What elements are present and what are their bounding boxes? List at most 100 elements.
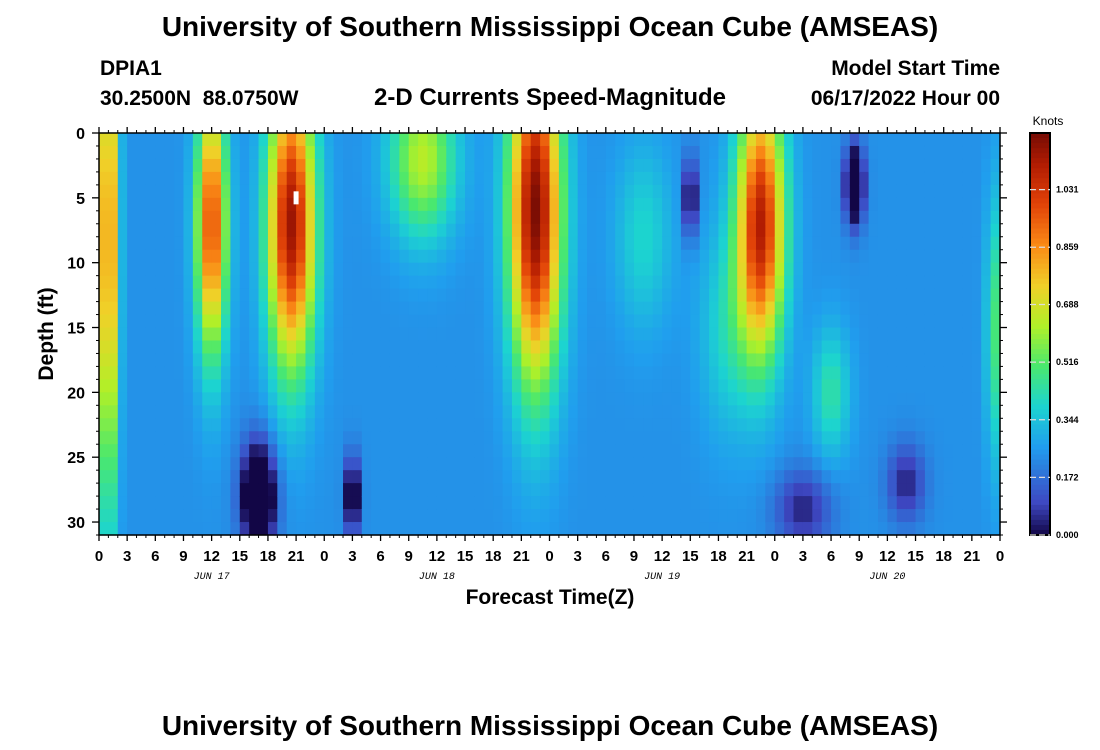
colorbar-swatch bbox=[1030, 379, 1050, 385]
heatmap-cell bbox=[418, 405, 429, 419]
heatmap-cell bbox=[868, 158, 879, 173]
heatmap-cell bbox=[502, 133, 513, 147]
heatmap-cell bbox=[680, 210, 691, 225]
heatmap-cell bbox=[502, 327, 513, 342]
heatmap-cell bbox=[859, 249, 870, 264]
heatmap-cell bbox=[624, 340, 635, 355]
heatmap-cell bbox=[765, 509, 776, 523]
heatmap-cell bbox=[174, 483, 185, 497]
heatmap-cell bbox=[624, 483, 635, 497]
heatmap-cell bbox=[633, 145, 644, 160]
heatmap-cell bbox=[934, 171, 945, 186]
heatmap-cell bbox=[549, 431, 560, 445]
heatmap-cell bbox=[277, 288, 288, 303]
heatmap-cell bbox=[474, 431, 485, 445]
heatmap-cell bbox=[906, 496, 917, 510]
heatmap-cell bbox=[371, 223, 382, 238]
heatmap-cell bbox=[943, 301, 954, 316]
heatmap-cell bbox=[465, 314, 476, 329]
heatmap-cell bbox=[633, 457, 644, 471]
heatmap-cell bbox=[540, 340, 551, 355]
heatmap-cell bbox=[389, 405, 400, 419]
heatmap-cell bbox=[596, 133, 607, 147]
heatmap-cell bbox=[511, 184, 522, 199]
heatmap-cell bbox=[662, 184, 673, 199]
heatmap-cell bbox=[962, 431, 973, 445]
heatmap-cell bbox=[896, 301, 907, 316]
heatmap-cell bbox=[436, 444, 447, 458]
heatmap-cell bbox=[906, 418, 917, 432]
heatmap-cell bbox=[746, 444, 757, 458]
heatmap-cell bbox=[389, 496, 400, 510]
heatmap-cell bbox=[793, 184, 804, 199]
heatmap-cell bbox=[990, 288, 1001, 303]
heatmap-cell bbox=[202, 210, 213, 225]
heatmap-cell bbox=[483, 158, 494, 173]
heatmap-cell bbox=[371, 457, 382, 471]
heatmap-cell bbox=[709, 431, 720, 445]
heatmap-cell bbox=[784, 145, 795, 160]
heatmap-cell bbox=[840, 145, 851, 160]
heatmap-cell bbox=[990, 210, 1001, 225]
heatmap-cell bbox=[258, 522, 269, 536]
heatmap-cell bbox=[108, 431, 119, 445]
heatmap-cell bbox=[765, 210, 776, 225]
heatmap-cell bbox=[465, 171, 476, 186]
heatmap-cell bbox=[821, 184, 832, 199]
heatmap-cell bbox=[164, 444, 175, 458]
heatmap-cell bbox=[746, 249, 757, 264]
heatmap-cell bbox=[155, 470, 166, 484]
heatmap-cell bbox=[183, 353, 194, 368]
heatmap-cell bbox=[671, 444, 682, 458]
heatmap-cell bbox=[746, 314, 757, 329]
heatmap-cell bbox=[230, 171, 241, 186]
heatmap-cell bbox=[709, 522, 720, 536]
heatmap-cell bbox=[183, 379, 194, 393]
heatmap-cell bbox=[605, 249, 616, 264]
heatmap-cell bbox=[493, 483, 504, 497]
heatmap-cell bbox=[145, 327, 156, 342]
heatmap-cell bbox=[906, 327, 917, 342]
heatmap-cell bbox=[643, 210, 654, 225]
heatmap-cell bbox=[774, 314, 785, 329]
heatmap-cell bbox=[249, 418, 260, 432]
heatmap-cell bbox=[924, 418, 935, 432]
heatmap-cell bbox=[774, 288, 785, 303]
heatmap-cell bbox=[136, 145, 147, 160]
heatmap-cell bbox=[127, 366, 138, 380]
heatmap-cell bbox=[774, 522, 785, 536]
heatmap-cell bbox=[333, 249, 344, 264]
heatmap-cell bbox=[192, 223, 203, 238]
heatmap-cell bbox=[474, 262, 485, 277]
heatmap-cell bbox=[389, 210, 400, 225]
heatmap-cell bbox=[371, 379, 382, 393]
heatmap-cell bbox=[784, 327, 795, 342]
heatmap-cell bbox=[427, 275, 438, 290]
heatmap-cell bbox=[127, 301, 138, 316]
heatmap-cell bbox=[784, 522, 795, 536]
heatmap-cell bbox=[511, 236, 522, 251]
heatmap-cell bbox=[343, 496, 354, 510]
heatmap-cell bbox=[540, 197, 551, 212]
heatmap-cell bbox=[896, 249, 907, 264]
heatmap-cell bbox=[934, 327, 945, 342]
heatmap-cell bbox=[521, 353, 532, 368]
heatmap-cell bbox=[174, 249, 185, 264]
heatmap-cell bbox=[286, 379, 297, 393]
heatmap-cell bbox=[380, 197, 391, 212]
heatmap-cell bbox=[164, 145, 175, 160]
heatmap-cell bbox=[408, 379, 419, 393]
heatmap-cell bbox=[267, 223, 278, 238]
heatmap-cell bbox=[296, 249, 307, 264]
heatmap-cell bbox=[502, 483, 513, 497]
heatmap-cell bbox=[831, 158, 842, 173]
x-tick-label: 15 bbox=[907, 548, 924, 565]
heatmap-cell bbox=[127, 379, 138, 393]
heatmap-cell bbox=[145, 275, 156, 290]
heatmap-cell bbox=[615, 353, 626, 368]
heatmap-cell bbox=[427, 301, 438, 316]
heatmap-cell bbox=[558, 431, 569, 445]
heatmap-cell bbox=[896, 223, 907, 238]
heatmap-cell bbox=[511, 314, 522, 329]
heatmap-cell bbox=[314, 236, 325, 251]
